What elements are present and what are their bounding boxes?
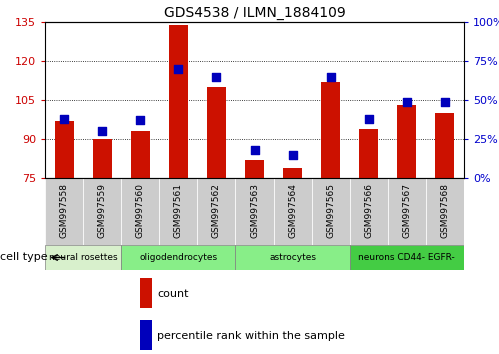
Bar [273,178,312,245]
Bar [131,131,150,178]
Bar [245,160,264,178]
Bar [350,245,464,270]
Title: GDS4538 / ILMN_1884109: GDS4538 / ILMN_1884109 [164,6,345,19]
Text: neurons CD44- EGFR-: neurons CD44- EGFR- [358,253,455,262]
Bar [54,121,73,178]
Point [288,152,296,158]
Point [174,66,182,72]
Bar [198,178,236,245]
Bar [321,82,340,178]
Bar [83,178,121,245]
Bar [93,139,112,178]
Text: GSM997568: GSM997568 [441,183,450,238]
Text: GSM997566: GSM997566 [364,183,373,238]
Point [136,118,144,123]
Text: GSM997563: GSM997563 [250,183,259,238]
Point [365,116,373,121]
Point [327,74,335,79]
Bar [436,113,455,178]
Bar [45,245,121,270]
Point [98,129,106,134]
Bar [426,178,464,245]
Bar [169,24,188,178]
Bar [350,178,388,245]
Bar [397,105,416,178]
Bar [312,178,350,245]
Point [250,147,258,153]
Bar [388,178,426,245]
Bar [121,178,159,245]
Text: neural rosettes: neural rosettes [49,253,117,262]
Text: GSM997564: GSM997564 [288,183,297,238]
Bar [359,129,378,178]
Bar [121,245,236,270]
Text: GSM997558: GSM997558 [59,183,68,238]
Text: GSM997567: GSM997567 [402,183,411,238]
Point [60,116,68,121]
Text: GSM997561: GSM997561 [174,183,183,238]
Text: cell type: cell type [0,252,47,263]
Bar [140,278,152,308]
Bar [140,320,152,350]
Text: GSM997559: GSM997559 [98,183,107,238]
Text: GSM997560: GSM997560 [136,183,145,238]
Text: oligodendrocytes: oligodendrocytes [139,253,218,262]
Text: GSM997565: GSM997565 [326,183,335,238]
Bar [207,87,226,178]
Point [403,99,411,104]
Text: GSM997562: GSM997562 [212,183,221,238]
Text: astrocytes: astrocytes [269,253,316,262]
Point [441,99,449,104]
Bar [159,178,198,245]
Bar [236,245,350,270]
Bar [236,178,273,245]
Text: count: count [157,289,189,298]
Text: percentile rank within the sample: percentile rank within the sample [157,331,345,341]
Bar [283,167,302,178]
Point [213,74,221,79]
Bar [45,178,83,245]
